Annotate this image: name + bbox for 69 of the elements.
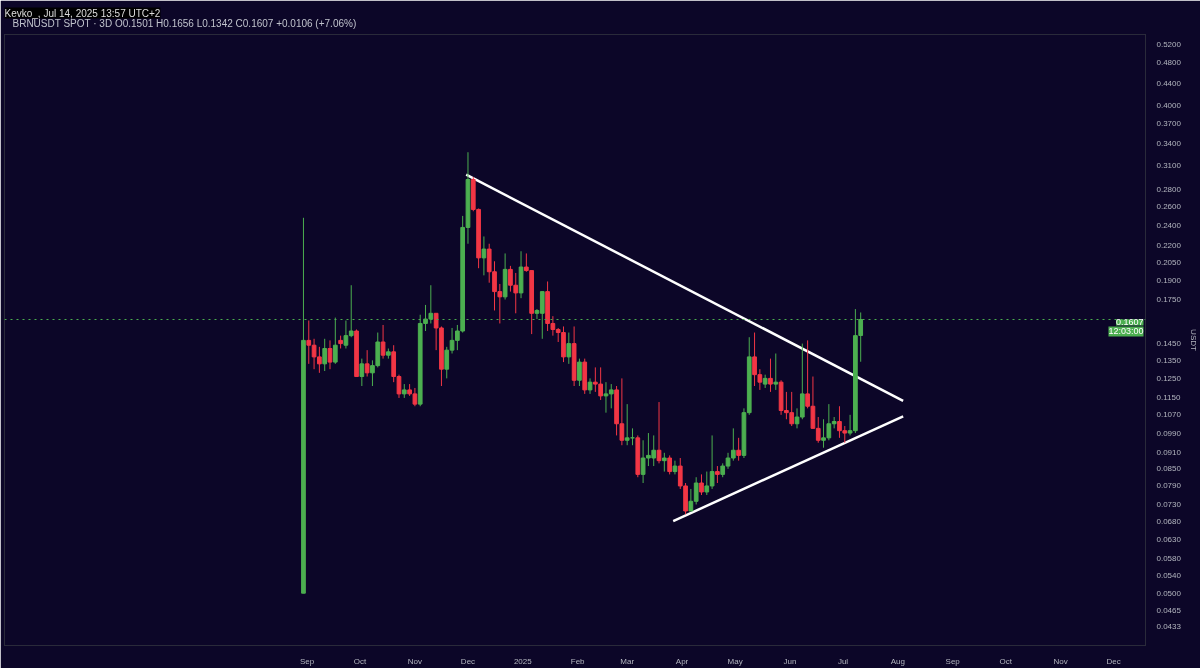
y-tick-label: 0.0500	[1156, 588, 1182, 598]
candlestick	[799, 343, 805, 420]
x-tick-label: Nov	[407, 656, 423, 666]
y-tick-label: 0.1250	[1156, 373, 1182, 383]
candlestick	[624, 403, 630, 446]
y-tick-label: 0.0540	[1156, 570, 1182, 580]
y-tick-label: 0.1350	[1156, 355, 1182, 365]
x-tick-label: Mar	[620, 656, 635, 666]
x-tick-label: Jun	[783, 656, 797, 666]
y-tick-label: 0.0850	[1156, 464, 1182, 474]
y-tick-label: 0.0433	[1156, 622, 1182, 632]
y-tick-label: 0.0790	[1156, 481, 1182, 491]
candlestick	[359, 358, 365, 387]
annotation: 12:03:00	[1108, 326, 1144, 337]
y-tick-label: 0.0730	[1156, 499, 1182, 509]
candlestick	[380, 324, 386, 360]
candlestick	[481, 235, 487, 276]
chart-title: BRNUSDT SPOT · 3D O0.1501 H0.1656 L0.1342 C0.1607 +0.0106 (+7.06%)	[12, 17, 357, 29]
candlestick	[322, 338, 328, 372]
y-tick-label: 0.3400	[1156, 139, 1182, 149]
x-tick-label: May	[727, 656, 743, 666]
x-tick-label: Jul	[837, 656, 849, 666]
x-tick-label: 2025	[513, 656, 533, 666]
y-tick-label: 0.1150	[1156, 393, 1181, 403]
y-tick-label: 0.0990	[1156, 428, 1182, 438]
y-tick-label: 0.1450	[1156, 339, 1182, 349]
y-tick-label: 0.4800	[1156, 58, 1182, 68]
y-tick-label: 0.1070	[1156, 410, 1182, 420]
y-tick-label: 0.1900	[1156, 275, 1182, 285]
y-tick-label: 0.3700	[1156, 119, 1182, 129]
candlestick	[661, 452, 667, 473]
x-tick-label: Oct	[353, 656, 368, 666]
candlestick	[327, 339, 333, 370]
x-tick-label: Aug	[890, 656, 905, 666]
text: Kevko_, Jul 14, 2025 13:57 UTC+2	[4, 7, 161, 19]
candlestick	[566, 332, 572, 365]
x-tick-label: Apr	[675, 656, 689, 666]
y-tick-label: 0.0465	[1156, 605, 1182, 615]
y-tick-label: 0.1750	[1156, 295, 1182, 305]
y-tick-label: 0.2050	[1156, 257, 1182, 267]
candlestick	[656, 401, 662, 464]
candlestick	[667, 454, 672, 475]
y-tick-label: 0.4400	[1156, 78, 1182, 88]
candlestick	[736, 437, 741, 462]
x-tick-label: Nov	[1053, 656, 1068, 666]
x-tick-label: Dec	[460, 656, 476, 666]
y-tick-label: 0.0630	[1156, 534, 1182, 544]
y-tick-label: 0.0910	[1156, 448, 1182, 458]
x-tick-label: Sep	[945, 656, 961, 666]
ref-line-label: 0.1607	[1115, 317, 1144, 328]
y-tick-label: 0.2800	[1156, 184, 1182, 194]
candlestick	[768, 358, 773, 393]
y-axis-title: USDT	[1188, 329, 1198, 351]
x-tick-label: Feb	[570, 656, 586, 666]
y-tick-label: 0.5200	[1156, 39, 1182, 49]
candlestick	[364, 349, 370, 378]
candlestick	[773, 353, 779, 391]
y-tick-label: 0.2400	[1156, 220, 1182, 230]
candlestick	[577, 358, 582, 387]
x-tick-label: Dec	[1106, 656, 1121, 666]
y-tick-label: 0.3100	[1156, 160, 1182, 170]
y-tick-label: 0.2600	[1156, 202, 1182, 212]
candlestick	[699, 473, 704, 496]
x-tick-label: Oct	[999, 656, 1013, 666]
x-tick-label: Sep	[299, 656, 315, 666]
y-tick-label: 0.2200	[1156, 241, 1182, 251]
y-tick-label: 0.0580	[1156, 553, 1182, 563]
y-tick-label: 0.4000	[1156, 101, 1182, 111]
y-tick-label: 0.0680	[1156, 516, 1182, 526]
